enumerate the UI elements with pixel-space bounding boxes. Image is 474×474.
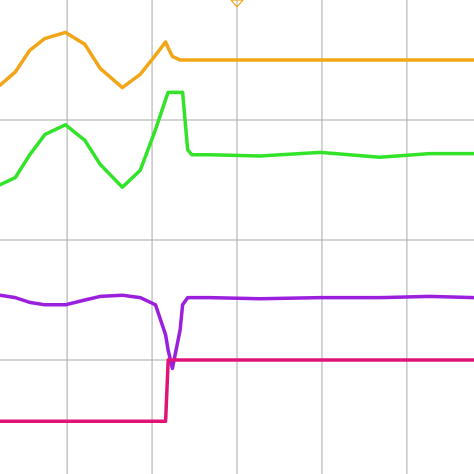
trace [0, 90, 474, 189]
trace [0, 293, 474, 371]
trace [0, 30, 474, 90]
traces [0, 30, 474, 423]
trigger-marker [230, 0, 244, 8]
trace [0, 358, 474, 423]
